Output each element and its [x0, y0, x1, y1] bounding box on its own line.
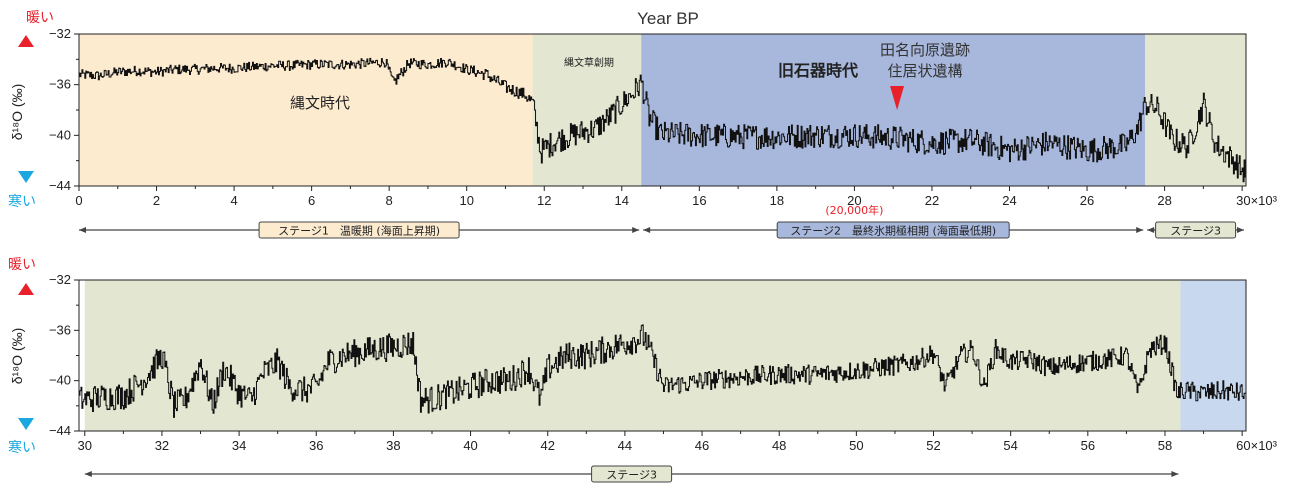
x-tick-label: 52: [926, 438, 940, 453]
bottom-x-ticks: 30 32 34 36 38 40 42 44 46 48 50 52 54 56 58 60×10³: [78, 431, 1278, 453]
x-tick-label: 10: [459, 193, 473, 208]
stage-arrow-right-icon: [1171, 471, 1179, 477]
annotation-year-note: (20,000年): [825, 203, 883, 217]
x-tick-label: 50: [849, 438, 863, 453]
period-background-2: [641, 34, 1146, 186]
top-series-line: [79, 57, 1247, 183]
x-tick-label-end: 30×10³: [1236, 193, 1278, 208]
bottom-y-axis-label: δ¹⁸O (‰): [9, 328, 25, 384]
period-background-1: [532, 34, 642, 186]
x-tick-label: 6: [308, 193, 315, 208]
bottom-cold-label: 寒い: [8, 439, 36, 456]
period-background-0: [79, 34, 533, 186]
top-warm-label: 暖い: [26, 10, 54, 26]
stage-arrow-left-icon: [79, 227, 86, 233]
stage-box: [776, 221, 1010, 239]
top-y-axis-label: δ¹⁸O (‰): [9, 84, 25, 140]
bottom-warm-label: 暖い: [8, 257, 36, 273]
x-tick-label: 44: [618, 438, 632, 453]
stage-arrow-left-icon: [84, 471, 92, 477]
x-tick-label: 14: [615, 193, 629, 208]
period-label-paleolithic: 旧石器時代: [778, 61, 858, 80]
annotation-feature-name: 住居状遺構: [887, 62, 962, 80]
chart-title: Year BP: [637, 9, 699, 28]
stage-box: [258, 221, 460, 239]
annotation-marker-icon: [890, 86, 905, 110]
x-tick-label: 2: [153, 193, 160, 208]
bottom-series-line: [79, 324, 1247, 418]
y-tick-label: −40: [49, 373, 71, 388]
bottom-warm-arrow-icon: [18, 283, 34, 295]
x-tick-label: 56: [1081, 438, 1095, 453]
bottom-cold-arrow-icon: [18, 418, 34, 430]
top-cold-label: 寒い: [8, 193, 36, 210]
series-path: [79, 57, 1247, 183]
stage-arrow-left-icon: [1147, 227, 1155, 233]
stage-arrow-left-icon: [643, 227, 651, 233]
x-tick-label: 24: [1002, 193, 1016, 208]
y-tick-label: −36: [49, 77, 71, 92]
top-panel: 0 2 4 6 8 10 12 14 16 18 20 22 24 26 28 30×10³ −32−36−4…: [8, 10, 1278, 239]
period-label-jomon-incipient: 縄文草創期: [564, 56, 614, 69]
x-tick-label: 40: [463, 438, 477, 453]
bottom-period-backgrounds: [84, 280, 1246, 431]
stage-arrow-right-icon: [1237, 227, 1244, 233]
x-tick-label: 34: [232, 438, 246, 453]
period-background-3: [1145, 34, 1246, 186]
top-y-ticks: −32 −36 −40 −44: [49, 26, 79, 193]
y-tick-label: −44: [49, 178, 71, 193]
x-tick-label: 4: [230, 193, 237, 208]
x-tick-label: 54: [1003, 438, 1017, 453]
x-tick-label: 12: [537, 193, 551, 208]
y-tick-label: −44: [49, 423, 71, 438]
top-x-ticks: 0 2 4 6 8 10 12 14 16 18 20 22 24 26 28 30×10³: [75, 186, 1278, 208]
top-warm-arrow-icon: [18, 35, 34, 47]
y-tick-label: −40: [49, 127, 71, 142]
bottom-y-ticks: −32 −36 −40 −44: [49, 272, 79, 438]
y-tick-label: −32: [49, 272, 71, 287]
stage-label: ステージ3: [1170, 225, 1221, 238]
x-tick-label: 42: [540, 438, 554, 453]
stage-box: [1155, 221, 1237, 239]
x-tick-label: 46: [695, 438, 709, 453]
x-tick-label: 18: [770, 193, 784, 208]
top-period-labels: 縄文時代 縄文草創期 旧石器時代: [290, 56, 858, 112]
x-tick-label: 36: [309, 438, 323, 453]
top-cold-arrow-icon: [18, 171, 34, 183]
stage-box: [591, 465, 673, 483]
x-tick-label: 38: [386, 438, 400, 453]
x-tick-label: 0: [75, 193, 82, 208]
x-tick-label: 8: [386, 193, 393, 208]
stage-label: ステージ1 温暖期 (海面上昇期): [278, 224, 440, 238]
period-label-jomon: 縄文時代: [290, 94, 350, 112]
x-tick-label: 30: [78, 438, 92, 453]
stage-arrow-right-icon: [632, 227, 640, 233]
top-period-backgrounds: [79, 34, 1246, 186]
stage-label: ステージ2 最終氷期極相期 (海面最低期): [790, 224, 996, 238]
x-tick-label: 28: [1157, 193, 1171, 208]
x-tick-label: 22: [925, 193, 939, 208]
annotation-site-name: 田名向原遺跡: [880, 41, 970, 59]
x-tick-label: 48: [772, 438, 786, 453]
x-tick-label: 16: [692, 193, 706, 208]
x-tick-label: 26: [1080, 193, 1094, 208]
x-tick-label-end: 60×10³: [1236, 438, 1278, 453]
x-tick-label: 32: [155, 438, 169, 453]
period-background-1: [1180, 280, 1246, 431]
x-tick-label: 58: [1158, 438, 1172, 453]
y-tick-label: −36: [49, 322, 71, 337]
top-stage-bar: ステージ1 温暖期 (海面上昇期) ステージ2 最終氷期極相期 (海面最低期) ステ…: [79, 221, 1244, 239]
bottom-panel: 30 32 34 36 38 40 42 44 46 48 50 52 54 56 58 60×10³ −32…: [8, 257, 1278, 483]
stage-arrow-right-icon: [1136, 227, 1144, 233]
bottom-stage-bar: ステージ3: [84, 465, 1179, 483]
stage-label: ステージ3: [606, 469, 657, 482]
series-path: [79, 324, 1247, 418]
x-tick-label: 20: [847, 193, 861, 208]
period-background-0: [84, 280, 1181, 431]
y-tick-label: −32: [49, 26, 71, 41]
